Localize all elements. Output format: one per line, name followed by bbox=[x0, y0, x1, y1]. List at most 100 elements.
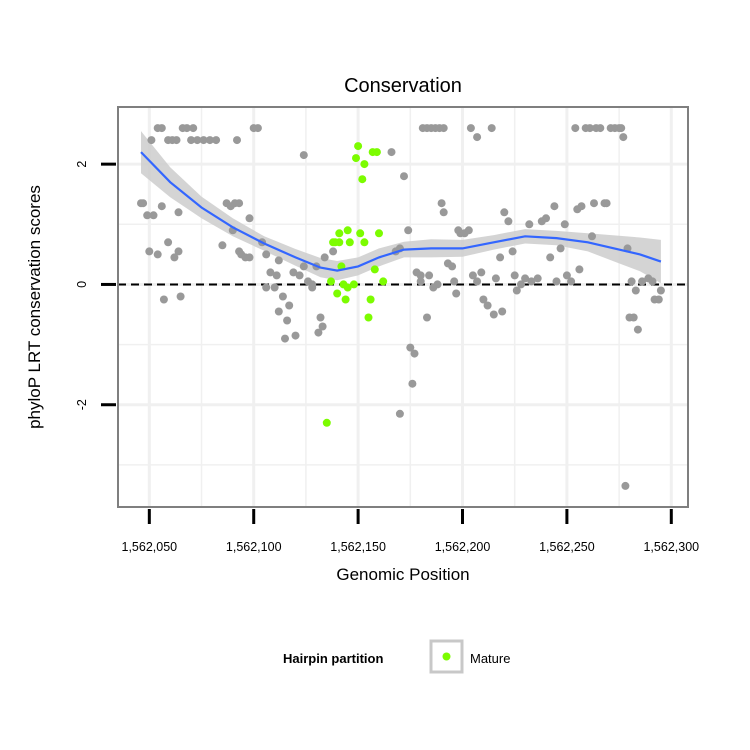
other-point bbox=[627, 277, 636, 286]
mature-point bbox=[327, 277, 335, 286]
other-point bbox=[556, 244, 565, 253]
other-point bbox=[487, 124, 496, 133]
other-point bbox=[205, 136, 214, 145]
other-point bbox=[562, 271, 571, 280]
y-axis: -2 0 2 bbox=[75, 161, 116, 410]
panel-background bbox=[118, 107, 688, 507]
mature-point bbox=[349, 280, 358, 289]
other-point bbox=[464, 226, 473, 235]
other-point bbox=[153, 250, 162, 259]
other-point bbox=[585, 124, 594, 133]
y-tick-label: -2 bbox=[75, 399, 89, 410]
other-point bbox=[521, 274, 530, 283]
other-point bbox=[448, 262, 457, 271]
other-point bbox=[517, 280, 525, 289]
mature-point bbox=[343, 226, 352, 235]
other-point bbox=[621, 481, 630, 490]
other-point bbox=[266, 268, 275, 277]
other-point bbox=[577, 202, 586, 211]
other-point bbox=[439, 208, 448, 217]
other-point bbox=[483, 301, 492, 310]
other-point bbox=[274, 307, 283, 316]
mature-point bbox=[372, 148, 381, 157]
x-tick-label: 1,562,300 bbox=[643, 540, 699, 554]
other-point bbox=[212, 136, 221, 145]
legend: Hairpin partition Mature bbox=[283, 639, 510, 674]
other-point bbox=[299, 151, 308, 160]
other-point bbox=[496, 253, 505, 262]
other-point bbox=[262, 283, 271, 292]
other-point bbox=[408, 379, 417, 388]
other-point bbox=[550, 202, 559, 211]
other-point bbox=[416, 277, 425, 286]
other-point bbox=[648, 277, 657, 286]
other-point bbox=[291, 331, 300, 340]
other-point bbox=[145, 247, 154, 256]
other-point bbox=[199, 136, 208, 145]
other-point bbox=[299, 262, 308, 271]
other-point bbox=[656, 286, 665, 295]
mature-points bbox=[322, 142, 388, 427]
other-point bbox=[552, 277, 561, 286]
mature-point bbox=[354, 142, 363, 151]
other-point bbox=[149, 211, 158, 220]
other-point bbox=[567, 277, 576, 286]
mature-point bbox=[360, 160, 369, 169]
other-point bbox=[308, 283, 317, 292]
other-point bbox=[439, 124, 448, 133]
other-point bbox=[218, 241, 227, 250]
mature-point bbox=[366, 295, 375, 304]
other-point bbox=[289, 268, 298, 277]
other-point bbox=[596, 124, 605, 133]
other-point bbox=[172, 136, 181, 145]
other-point bbox=[633, 325, 642, 334]
other-point bbox=[387, 148, 396, 157]
other-point bbox=[295, 271, 304, 280]
other-point bbox=[170, 253, 179, 262]
x-tick-label: 1,562,200 bbox=[435, 540, 491, 554]
other-point bbox=[500, 208, 509, 217]
other-point bbox=[571, 124, 580, 133]
y-axis-label: phyloP LRT conservation scores bbox=[25, 185, 44, 429]
mature-point bbox=[343, 283, 352, 292]
other-point bbox=[629, 313, 638, 322]
other-point bbox=[157, 202, 166, 211]
other-point bbox=[147, 136, 156, 145]
x-tick-label: 1,562,250 bbox=[539, 540, 595, 554]
mature-point bbox=[358, 175, 367, 184]
other-point bbox=[285, 301, 294, 310]
other-point bbox=[281, 334, 289, 343]
other-point bbox=[466, 124, 475, 133]
x-axis: 1,562,050 1,562,100 1,562,150 1,562,200 1,56… bbox=[122, 509, 699, 554]
x-tick-label: 1,562,100 bbox=[226, 540, 282, 554]
mature-point bbox=[375, 229, 383, 238]
other-point bbox=[525, 220, 534, 229]
other-point bbox=[491, 274, 500, 283]
mature-point bbox=[356, 229, 365, 238]
mature-point bbox=[352, 154, 360, 163]
x-tick-label: 1,562,050 bbox=[122, 540, 178, 554]
other-point bbox=[395, 409, 404, 418]
other-point bbox=[510, 271, 519, 280]
other-point bbox=[406, 343, 415, 352]
other-point bbox=[270, 283, 279, 292]
other-point bbox=[473, 133, 482, 142]
mature-point bbox=[333, 289, 342, 298]
other-point bbox=[174, 247, 183, 256]
other-point bbox=[318, 322, 327, 331]
other-point bbox=[410, 349, 419, 358]
mature-point bbox=[335, 238, 344, 247]
other-point bbox=[575, 265, 584, 274]
other-point bbox=[253, 124, 262, 133]
other-points bbox=[137, 124, 665, 490]
plot-panel bbox=[117, 106, 689, 508]
other-point bbox=[176, 292, 185, 301]
other-point bbox=[404, 226, 413, 235]
other-point bbox=[489, 310, 498, 319]
other-point bbox=[159, 295, 168, 304]
legend-mature-swatch bbox=[442, 652, 451, 661]
mature-point bbox=[335, 229, 344, 238]
other-point bbox=[143, 211, 152, 220]
mature-point bbox=[345, 238, 354, 247]
other-point bbox=[638, 277, 647, 286]
